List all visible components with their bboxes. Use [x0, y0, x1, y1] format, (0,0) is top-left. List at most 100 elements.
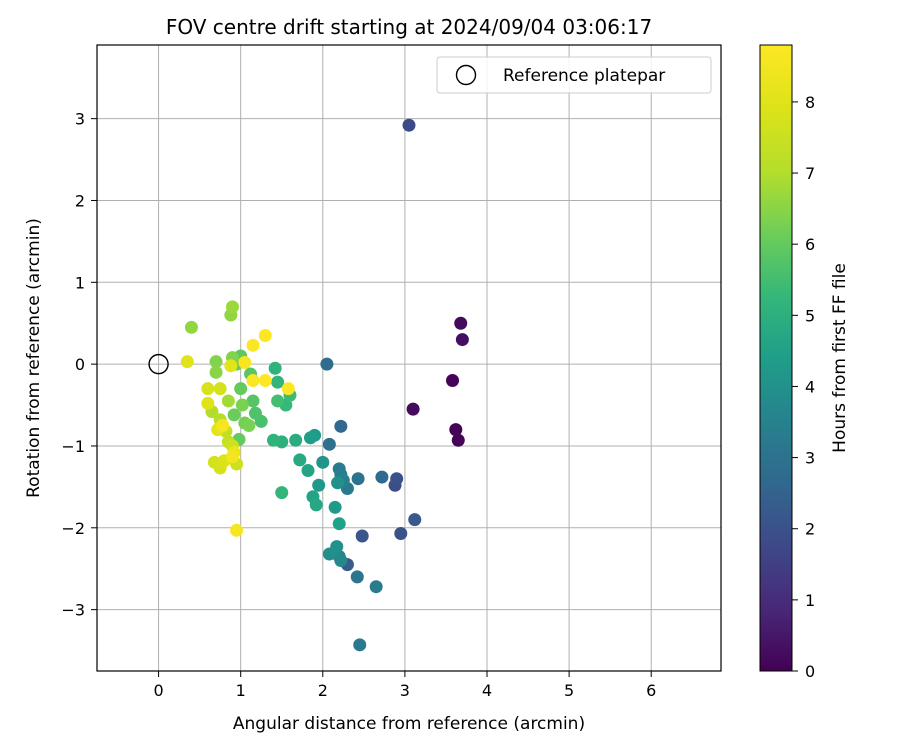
scatter-point: [281, 382, 295, 396]
legend-box: [436, 56, 712, 94]
scatter-point: [328, 500, 342, 514]
scatter-point: [246, 338, 260, 352]
colorbar-tick-label: 4: [805, 377, 815, 396]
scatter-point: [267, 433, 281, 447]
grid: [97, 45, 721, 671]
scatter-point: [225, 450, 239, 464]
y-axis-ticks: −3 −2 −1 0 1 2 3: [61, 110, 97, 620]
scatter-point: [258, 328, 272, 342]
colorbar-tick-label: 1: [805, 591, 815, 610]
scatter-point: [451, 433, 465, 447]
x-tick-label: 0: [153, 681, 163, 700]
scatter-point: [320, 357, 334, 371]
scatter-point: [230, 523, 244, 537]
scatter-point: [332, 517, 346, 531]
colorbar-gradient: [759, 44, 793, 672]
scatter-point: [201, 396, 215, 410]
scatter-point: [180, 355, 194, 369]
scatter-point: [312, 478, 326, 492]
colorbar-tick-label: 8: [805, 93, 815, 112]
scatter-point: [322, 437, 336, 451]
scatter-point: [402, 118, 416, 132]
scatter-point: [390, 472, 404, 486]
scatter-point: [454, 316, 468, 330]
scatter-point: [449, 423, 463, 437]
scatter-point: [225, 300, 239, 314]
scatter-point: [351, 472, 365, 486]
colorbar-tick-label: 6: [805, 235, 815, 254]
y-tick-label: −3: [61, 601, 85, 620]
scatter-point: [221, 394, 235, 408]
scatter-point: [455, 333, 469, 347]
scatter-point: [216, 419, 230, 433]
scatter-point: [353, 638, 367, 652]
scatter-point: [275, 486, 289, 500]
scatter-point: [408, 513, 422, 527]
scatter-point: [242, 419, 256, 433]
chart-title: FOV centre drift starting at 2024/09/04 …: [166, 15, 652, 39]
x-tick-label: 4: [482, 681, 492, 700]
scatter-point: [330, 540, 344, 554]
scatter-point: [446, 374, 460, 388]
reference-marker-group: [148, 353, 169, 375]
scatter-point: [406, 402, 420, 416]
scatter-point: [309, 498, 323, 512]
legend: Reference platepar: [436, 56, 712, 94]
scatter-point: [268, 361, 282, 375]
y-axis-label: Rotation from reference (arcmin): [24, 218, 44, 498]
scatter-point: [289, 433, 303, 447]
scatter-point: [184, 320, 198, 334]
scatter-point: [238, 356, 252, 370]
colorbar-tick-label: 5: [805, 306, 815, 325]
colorbar-label: Hours from first FF file: [830, 263, 850, 453]
scatter-point: [258, 374, 272, 388]
scatter-point: [248, 406, 262, 420]
scatter-point: [246, 394, 260, 408]
scatter-point: [246, 374, 260, 388]
scatter-point: [224, 359, 238, 373]
colorbar-ticks: 0 1 2 3 4 5 6 7 8: [792, 93, 815, 681]
y-tick-label: 1: [75, 273, 85, 292]
x-tick-label: 5: [564, 681, 574, 700]
scatter-point: [209, 365, 223, 379]
legend-label: Reference platepar: [503, 66, 665, 86]
scatter-point: [350, 570, 364, 584]
colorbar: 0 1 2 3 4 5 6 7 8 Hours from first FF file: [759, 44, 850, 681]
scatter-point: [316, 455, 330, 469]
scatter-point: [235, 398, 249, 412]
scatter-point: [227, 408, 241, 422]
scatter-point: [303, 431, 317, 445]
scatter-point: [213, 382, 227, 396]
plot-frame: [96, 44, 722, 672]
scatter-point: [369, 580, 383, 594]
x-axis-ticks: 0 1 2 3 4 5 6: [153, 671, 656, 700]
scatter-point: [355, 529, 369, 543]
scatter-point: [293, 453, 307, 467]
scatter-point: [394, 527, 408, 541]
scatter-point: [375, 470, 389, 484]
x-tick-label: 2: [318, 681, 328, 700]
data-points: [180, 118, 469, 652]
x-tick-label: 6: [646, 681, 656, 700]
scatter-point: [331, 476, 345, 490]
colorbar-tick-label: 7: [805, 164, 815, 183]
colorbar-tick-label: 2: [805, 520, 815, 539]
scatter-point: [334, 419, 348, 433]
scatter-point: [271, 394, 285, 408]
scatter-point: [271, 375, 285, 389]
x-tick-label: 3: [400, 681, 410, 700]
colorbar-tick-label: 3: [805, 449, 815, 468]
y-tick-label: 2: [75, 191, 85, 210]
scatter-point: [234, 382, 248, 396]
legend-marker-icon: [455, 64, 477, 86]
scatter-point: [201, 382, 215, 396]
y-tick-label: −2: [61, 519, 85, 538]
y-tick-label: 0: [75, 355, 85, 374]
scatter-point: [301, 464, 315, 478]
y-tick-label: −1: [61, 437, 85, 456]
reference-platepar-marker: [148, 353, 169, 375]
x-axis-label: Angular distance from reference (arcmin): [233, 714, 585, 734]
scatter-point: [209, 355, 223, 369]
x-tick-label: 1: [236, 681, 246, 700]
